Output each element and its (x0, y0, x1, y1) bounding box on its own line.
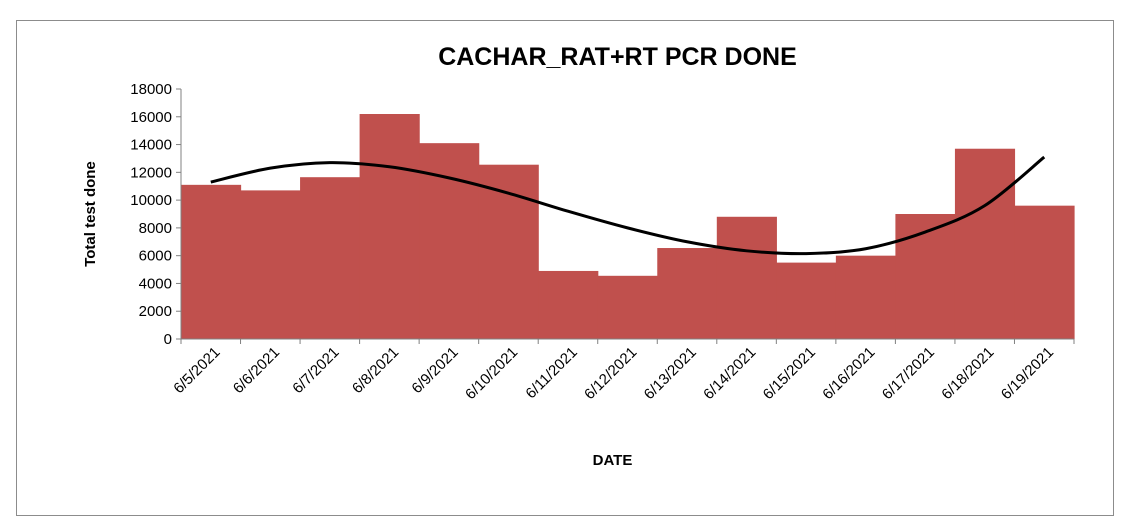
x-tick-label: 6/19/2021 (998, 344, 1057, 403)
bar-6/13/2021 (657, 248, 718, 339)
y-tick-label: 0 (164, 331, 172, 348)
x-tick-label: 6/13/2021 (641, 344, 700, 403)
trendline (210, 155, 1046, 256)
x-tick-label: 6/11/2021 (522, 344, 580, 402)
bar-6/10/2021 (478, 164, 539, 339)
y-axis: 0 2000 4000 6000 8000 10000 12000 14000 16000 180… (130, 81, 182, 348)
x-axis: 6/5/2021 6/6/2021 6/7/2021 6/8/2021 6/9/2021… (170, 338, 1075, 403)
x-tick-label: 6/12/2021 (581, 344, 640, 403)
bar-6/14/2021 (716, 216, 777, 339)
bar-6/6/2021 (240, 190, 301, 339)
bar-6/9/2021 (419, 143, 480, 339)
y-tick-label: 12000 (130, 164, 172, 181)
y-tick-label: 6000 (139, 248, 172, 265)
x-tick-label: 6/9/2021 (408, 344, 461, 397)
x-tick-label: 6/8/2021 (349, 344, 402, 397)
x-tick-label: 6/17/2021 (879, 344, 938, 403)
bars-group (181, 114, 1075, 339)
bar-6/7/2021 (300, 177, 361, 339)
y-tick-label: 8000 (139, 220, 172, 237)
bar-6/5/2021 (181, 184, 242, 339)
y-tick-label: 18000 (130, 81, 172, 98)
y-tick-label: 2000 (139, 303, 172, 320)
x-tick-label: 6/10/2021 (462, 344, 521, 403)
x-tick-label: 6/18/2021 (938, 344, 997, 403)
x-tick-label: 6/16/2021 (819, 344, 878, 403)
y-tick-label: 14000 (130, 137, 172, 154)
chart-frame: CACHAR_RAT+RT PCR DONE Total test done D… (16, 20, 1114, 516)
x-tick-label: 6/7/2021 (289, 344, 342, 397)
bar-6/16/2021 (835, 255, 896, 339)
y-tick-label: 4000 (139, 275, 172, 292)
bar-6/17/2021 (895, 214, 956, 339)
x-tick-label: 6/14/2021 (700, 344, 759, 403)
y-tick-label: 16000 (130, 109, 172, 126)
x-tick-label: 6/5/2021 (170, 344, 223, 397)
chart-svg: CACHAR_RAT+RT PCR DONE Total test done D… (82, 43, 1075, 469)
bar-6/19/2021 (1014, 205, 1075, 339)
x-axis-label: DATE (593, 452, 633, 469)
x-tick-label: 6/15/2021 (760, 344, 819, 403)
y-tick-label: 10000 (130, 192, 172, 209)
bar-6/18/2021 (954, 148, 1016, 339)
y-axis-label: Total test done (82, 161, 99, 267)
x-tick-label: 6/6/2021 (230, 344, 283, 397)
chart-title: CACHAR_RAT+RT PCR DONE (438, 43, 797, 71)
bar-6/11/2021 (538, 270, 599, 339)
bar-6/8/2021 (359, 114, 420, 339)
bar-6/12/2021 (597, 275, 658, 339)
bar-6/15/2021 (776, 262, 837, 339)
